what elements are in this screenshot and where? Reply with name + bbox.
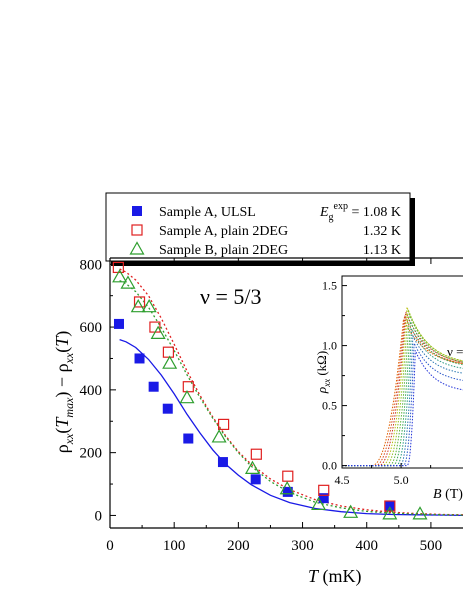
data-point-series-3 (150, 325, 166, 339)
inset-y-tick-label: 1.0 (322, 339, 337, 353)
legend-label-1: Sample A, ULSL (159, 205, 256, 220)
legend-box (105, 192, 411, 262)
inset-y-tick-label: 1.5 (322, 279, 337, 293)
fit-curve-1 (119, 338, 463, 517)
inset-x-tick-label: 5.0 (394, 473, 409, 487)
main-y-label-part: max (62, 397, 76, 418)
main-x-tick-label: 200 (227, 538, 250, 554)
inset-plot: 4.5 5.0 0.0 0.5 1.0 1.5 ν = B (T) ρxx (kΩ) (314, 275, 463, 502)
inset-x-label-var: B (433, 487, 442, 502)
main-y-tick-label: 800 (80, 257, 103, 273)
main-x-label: T (mK) (308, 566, 362, 587)
data-point-series-2 (282, 470, 294, 482)
legend-label-2: Sample A, plain 2DEG (159, 224, 288, 239)
main-x-tick-label: 0 (106, 538, 114, 554)
legend-marker-3 (129, 241, 145, 255)
data-point-series-3 (179, 389, 195, 404)
data-point-series-1 (250, 474, 261, 485)
data-point-series-3 (120, 275, 136, 289)
data-point-series-1 (162, 403, 173, 414)
data-point-series-1 (134, 353, 145, 364)
data-point-series-1 (318, 493, 329, 504)
data-point-series-2 (133, 296, 146, 308)
inset-x-label-unit: (T) (442, 487, 463, 502)
legend-gap-1: Egexp = 1.08 K (319, 201, 401, 223)
main-x-label-text: T (mK) (308, 566, 362, 587)
inset-curve-11 (342, 350, 463, 467)
data-point-series-2 (162, 346, 175, 358)
main-y-label-part: xx (62, 433, 76, 445)
data-point-series-1 (282, 486, 293, 497)
data-point-series-1 (384, 501, 395, 512)
legend: Sample A, ULSL Egexp = 1.08 K Sample A, pl… (105, 192, 415, 266)
legend-marker-1 (132, 206, 142, 216)
main-y-label-part: ) − ρ (52, 363, 73, 397)
inset-y-label-rho: ρ (314, 387, 329, 394)
data-point-series-3 (382, 506, 398, 520)
legend-marker-2 (131, 224, 143, 236)
main-y-label: ρxx(Tmax) − ρxx(T) (52, 331, 76, 453)
legend-gap-value: = 1.08 K (348, 205, 401, 220)
data-point-series-1 (113, 318, 124, 329)
data-point-series-3 (211, 429, 227, 443)
data-point-series-3 (311, 496, 327, 511)
inset-y-label-unit: (kΩ) (314, 351, 329, 379)
data-point-series-1 (217, 457, 228, 468)
main-x-tick-label: 100 (163, 538, 186, 554)
inset-x-tick-label: 4.5 (335, 473, 350, 487)
data-point-series-1 (183, 433, 194, 444)
inset-y-tick-label: 0.0 (322, 459, 337, 473)
main-y-tick-label: 600 (80, 320, 103, 336)
main-y-label-part: ( (52, 347, 73, 353)
legend-label-3: Sample B, plain 2DEG (159, 243, 288, 258)
data-point-series-2 (218, 418, 230, 430)
legend-gap-sub: g (329, 212, 334, 223)
main-x-tick-label: 500 (420, 538, 443, 554)
inset-x-label: B (T) (433, 487, 463, 502)
legend-gap-sup: exp (334, 201, 348, 212)
main-y-label-part: T (52, 416, 72, 428)
data-point-series-3 (141, 298, 157, 313)
main-annotation: ν = 5/3 (200, 284, 261, 309)
main-y-label-part: ( (52, 428, 73, 434)
data-point-series-1 (148, 381, 159, 392)
main-y-tick-label: 0 (95, 508, 103, 524)
main-y-tick-label: 200 (80, 446, 103, 462)
main-y-tick-label: 400 (80, 383, 103, 399)
main-x-label-var: T (308, 566, 320, 586)
inset-annotation: ν = (447, 344, 463, 359)
main-x-label-unit: (mK) (318, 566, 362, 587)
data-point-series-3 (112, 269, 128, 283)
main-y-label-part: ρ (52, 444, 72, 453)
data-point-series-2 (250, 448, 262, 460)
main-y-label-part: ) (52, 331, 73, 337)
legend-gap-3: 1.13 K (363, 243, 401, 258)
inset-frame (341, 275, 463, 469)
inset-y-label-sub: xx (322, 379, 332, 388)
data-point-series-3 (162, 355, 178, 369)
data-point-series-3 (130, 298, 146, 313)
data-point-series-2 (182, 381, 194, 393)
main-plot: 0 100 200 300 400 500 0 200 400 600 800 ν = 5/3 T … (52, 257, 463, 587)
main-x-tick-label: 400 (355, 538, 378, 554)
main-y-label-part: T (52, 335, 72, 347)
data-point-series-3 (412, 506, 428, 520)
main-y-label-part: xx (62, 352, 76, 364)
main-x-tick-label: 300 (291, 538, 314, 554)
data-point-series-3 (244, 460, 261, 474)
inset-y-label: ρxx (kΩ) (314, 351, 332, 394)
data-point-series-2 (318, 484, 330, 496)
data-point-series-3 (279, 481, 295, 495)
data-point-series-2 (384, 500, 396, 512)
data-point-series-3 (343, 504, 359, 518)
inset-y-tick-label: 0.5 (322, 399, 337, 413)
legend-gap-2: 1.32 K (363, 224, 401, 239)
legend-gap-symbol: E (319, 205, 329, 220)
